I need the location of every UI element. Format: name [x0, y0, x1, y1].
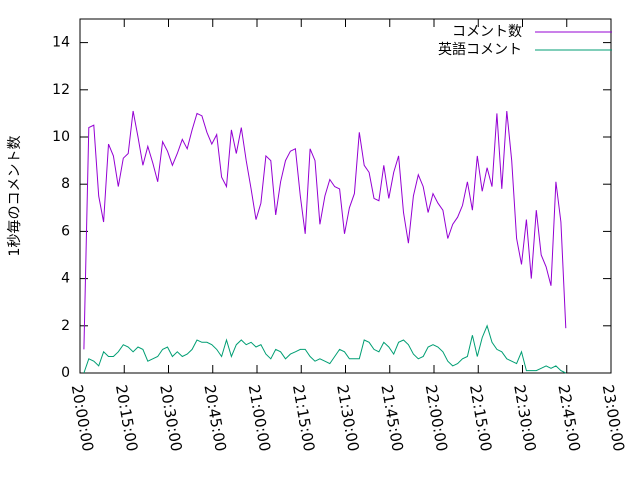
- series-line: [83, 324, 567, 374]
- y-axis-label: 1秒毎のコメント数: [7, 136, 23, 257]
- plot-border: [79, 18, 612, 374]
- y-tick-label: 0: [61, 365, 70, 381]
- y-tick-label: 12: [52, 82, 70, 98]
- y-tick-label: 10: [52, 129, 70, 145]
- y-tick-label: 4: [61, 271, 70, 287]
- series-line: [83, 110, 567, 350]
- y-tick-label: 14: [52, 35, 70, 51]
- y-tick-label: 8: [61, 176, 70, 192]
- y-tick-label: 6: [61, 223, 70, 239]
- y-tick-label: 2: [61, 318, 70, 334]
- legend-label: コメント数: [452, 24, 522, 40]
- legend-label: 英語コメント: [438, 41, 522, 58]
